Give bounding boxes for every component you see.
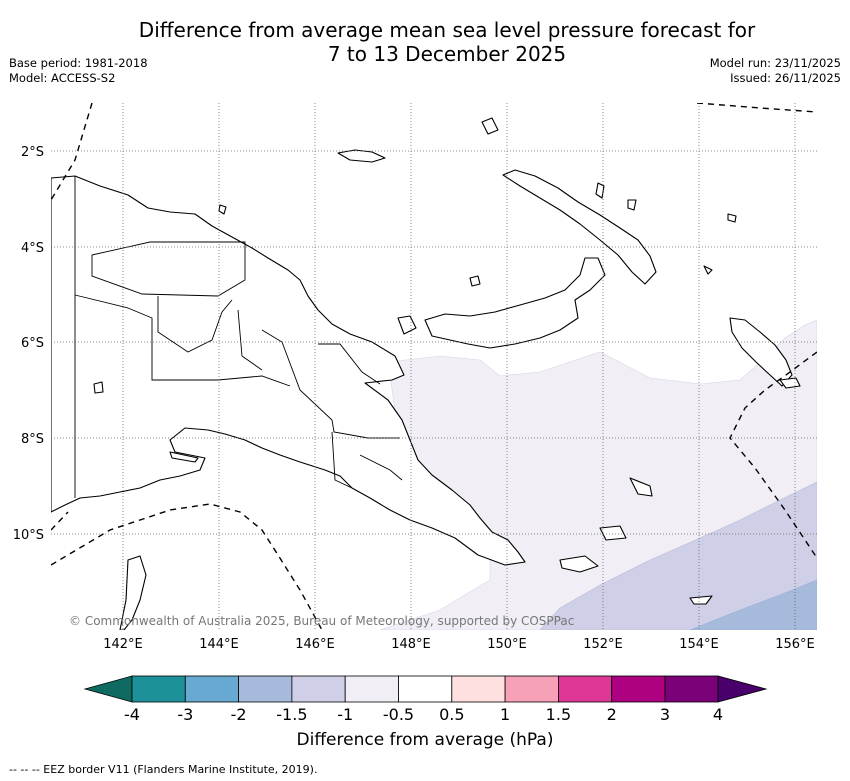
meta-right: Model run: 23/11/2025 Issued: 26/11/2025 (710, 56, 841, 86)
coastlines (51, 117, 801, 630)
colorbar-tick: 1 (500, 705, 510, 724)
model-name: Model: ACCESS-S2 (9, 71, 116, 85)
issued-date: Issued: 26/11/2025 (730, 71, 841, 85)
title-line-2: 7 to 13 December 2025 (327, 42, 567, 66)
eez-borders (51, 103, 817, 630)
small-island-5 (703, 265, 713, 275)
colorbar-tick: 0.5 (439, 705, 464, 724)
colorbar-tick: -2 (231, 705, 247, 724)
colorbar-segment (344, 675, 399, 703)
latitude-labels: 2°S 4°S 6°S 8°S 10°S (13, 145, 44, 543)
lat-label: 10°S (13, 528, 44, 543)
colorbar-segment (184, 675, 240, 703)
new-hanover-island (481, 117, 499, 135)
model-run: Model run: 23/11/2025 (709, 56, 841, 70)
small-island-10 (727, 213, 737, 223)
lon-label: 146°E (295, 637, 335, 652)
colorbar-segment (611, 675, 666, 703)
colorbar (83, 675, 768, 703)
colorbar-tick: -1.5 (276, 705, 307, 724)
meta-left: Base period: 1981-2018 Model: ACCESS-S2 (9, 56, 148, 86)
graticule (51, 103, 817, 630)
colorbar-tick: -4 (124, 705, 140, 724)
new-britain-island (424, 257, 606, 349)
small-island-3 (595, 182, 605, 199)
colorbar-segment (558, 675, 613, 703)
small-island-8 (218, 204, 227, 215)
lat-label: 8°S (21, 432, 44, 447)
new-ireland-island (502, 169, 657, 285)
colorbar-label: Difference from average (hPa) (296, 730, 554, 750)
cape-york-tip (119, 555, 147, 630)
lon-label: 142°E (103, 637, 143, 652)
colorbar-low-extension (83, 675, 133, 703)
base-period: Base period: 1981-2018 (9, 56, 148, 70)
colorbar-tick: 2 (607, 705, 617, 724)
lon-label: 152°E (583, 637, 623, 652)
colorbar-tick: -0.5 (383, 705, 414, 724)
colorbar-high-extension (717, 675, 768, 703)
lat-label: 4°S (21, 241, 44, 256)
colorbar-tick: 4 (713, 705, 723, 724)
rossel-island (689, 595, 713, 605)
negative-anomaly-strong-region (689, 579, 817, 630)
new-guinea-mainland (51, 175, 526, 566)
colorbar-segment (664, 675, 719, 703)
colorbar-segment (238, 675, 293, 703)
small-island-1 (397, 315, 417, 335)
lon-label: 148°E (391, 637, 431, 652)
small-island-2 (629, 477, 653, 497)
lon-label: 156°E (775, 637, 815, 652)
normanby-island (559, 555, 599, 573)
colorbar-segment (398, 675, 453, 703)
small-island-4 (469, 275, 481, 287)
small-island-7 (169, 451, 199, 463)
title-line-1: Difference from average mean sea level p… (138, 18, 756, 42)
small-island-9 (627, 199, 637, 211)
negative-anomaly-medium-region (539, 481, 817, 630)
colorbar-segment (131, 675, 186, 703)
fergusson-island (599, 525, 627, 541)
colorbar-ticks: -4 -3 -2 -1.5 -1 -0.5 0.5 1 1.5 2 3 4 (124, 705, 723, 724)
small-island-6 (93, 381, 104, 394)
manus-island (337, 149, 386, 163)
lon-label: 154°E (679, 637, 719, 652)
colorbar-tick: 3 (660, 705, 670, 724)
province-boundaries (74, 176, 403, 498)
copyright-text: © Commonwealth of Australia 2025, Bureau… (69, 614, 574, 628)
colorbar-tick: -3 (177, 705, 193, 724)
lon-label: 150°E (487, 637, 527, 652)
lat-label: 2°S (21, 145, 44, 160)
lat-label: 6°S (21, 336, 44, 351)
colorbar-segment (291, 675, 346, 703)
footnote: -- -- -- EEZ border V11 (Flanders Marine… (9, 763, 318, 776)
colorbar-tick: 1.5 (546, 705, 571, 724)
longitude-labels: 142°E 144°E 146°E 148°E 150°E 152°E 154°… (103, 637, 815, 652)
map-title: Difference from average mean sea level p… (100, 18, 794, 66)
lon-label: 144°E (199, 637, 239, 652)
colorbar-segment (504, 675, 559, 703)
colorbar-tick: -1 (337, 705, 353, 724)
colorbar-segment (451, 675, 506, 703)
